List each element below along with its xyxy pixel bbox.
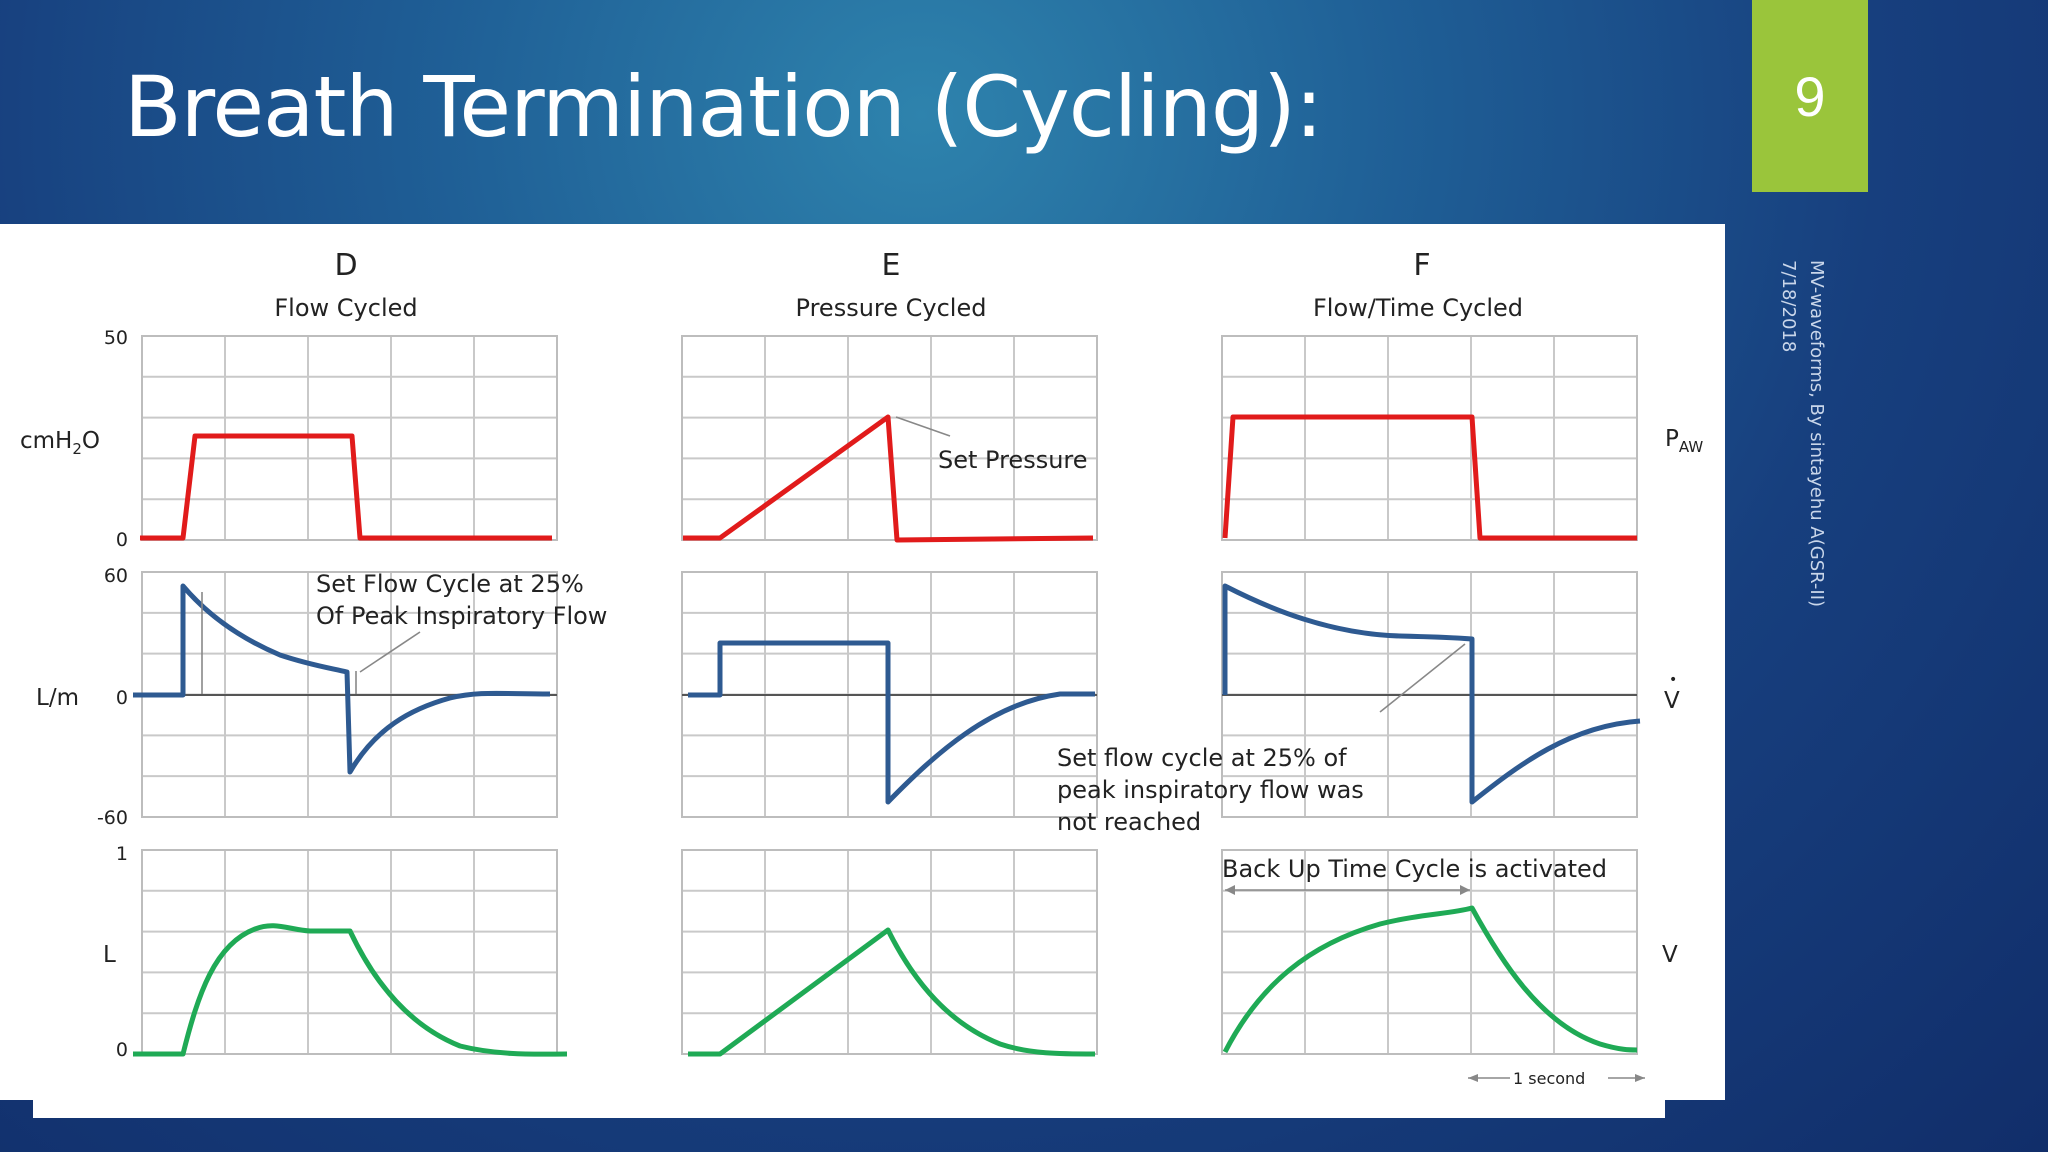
f-flow-wave — [1222, 583, 1641, 805]
panel-e-label: Pressure Cycled — [796, 294, 987, 322]
volume-right-label: V — [1662, 942, 1678, 968]
f-pressure-wave — [1222, 414, 1637, 541]
flow-tick-60: 60 — [104, 565, 128, 587]
slide-title: Breath Termination (Cycling): — [124, 58, 1323, 156]
panel-d-label: Flow Cycled — [274, 294, 417, 322]
backup-arrow-right — [1460, 885, 1470, 895]
volume-unit: L — [103, 942, 116, 968]
set-pressure-label: Set Pressure — [938, 446, 1088, 474]
panel-d-letter: D — [334, 248, 357, 283]
grid-box — [681, 571, 1098, 818]
waveform-diagram: D Flow Cycled E Pressure Cycled F Flow/T… — [20, 248, 1703, 1088]
volume-tick-1: 1 — [116, 843, 128, 865]
waveform-figure: D Flow Cycled E Pressure Cycled F Flow/T… — [0, 224, 1725, 1100]
d-flow-wave — [133, 583, 551, 775]
flow-tick-minus60: -60 — [97, 807, 128, 829]
pressure-right-label: PAW — [1665, 426, 1703, 456]
f-volume-wave — [1222, 905, 1638, 1054]
e-volume-wave — [688, 927, 1096, 1057]
scale-label: 1 second — [1513, 1069, 1585, 1088]
scale-arrow-right — [1635, 1074, 1645, 1082]
side-note-author: MV-waveforms, By sintayehu A(GSR-II) — [1806, 260, 1827, 608]
e-flow-wave — [688, 640, 1095, 805]
pressure-tick-50: 50 — [104, 327, 128, 349]
grid-box — [1221, 571, 1638, 818]
backup-label: Back Up Time Cycle is activated — [1222, 855, 1607, 883]
pressure-tick-0: 0 — [116, 529, 128, 551]
pressure-unit: cmH2O — [20, 428, 100, 458]
panel-f-letter: F — [1413, 248, 1430, 283]
flow-dot-mark: • — [1669, 672, 1677, 688]
side-note-date: 7/18/2018 — [1778, 260, 1799, 353]
flow-right-label: V — [1664, 688, 1680, 714]
flow-tick-0: 0 — [116, 687, 128, 709]
grid-group — [141, 335, 1638, 1055]
set-pressure-pointer — [895, 416, 951, 437]
panel-e-letter: E — [882, 248, 901, 283]
panel-f-label: Flow/Time Cycled — [1313, 294, 1523, 322]
flow-cycle-label-line2: Of Peak Inspiratory Flow — [316, 602, 607, 630]
not-reached-line3: not reached — [1057, 808, 1201, 836]
side-note: MV-waveforms, By sintayehu A(GSR-II) 7/1… — [1774, 260, 1830, 607]
grid-box — [681, 849, 1098, 1055]
not-reached-pointer — [1379, 643, 1466, 713]
scale-arrow-left — [1468, 1074, 1478, 1082]
not-reached-line1: Set flow cycle at 25% of — [1057, 744, 1347, 772]
backup-arrow-left — [1225, 885, 1235, 895]
not-reached-line2: peak inspiratory flow was — [1057, 776, 1364, 804]
page-number-badge: 9 — [1752, 0, 1868, 192]
d-volume-wave — [133, 923, 568, 1057]
flow-cycle-pointer — [359, 631, 421, 673]
d-pressure-wave — [140, 433, 552, 541]
e-pressure-wave — [683, 414, 1094, 543]
grid-box — [1221, 335, 1638, 541]
flow-unit: L/m — [36, 685, 79, 711]
flow-cycle-label-line1: Set Flow Cycle at 25% — [316, 570, 584, 598]
grid-box — [141, 849, 558, 1055]
volume-tick-0: 0 — [116, 1039, 128, 1061]
